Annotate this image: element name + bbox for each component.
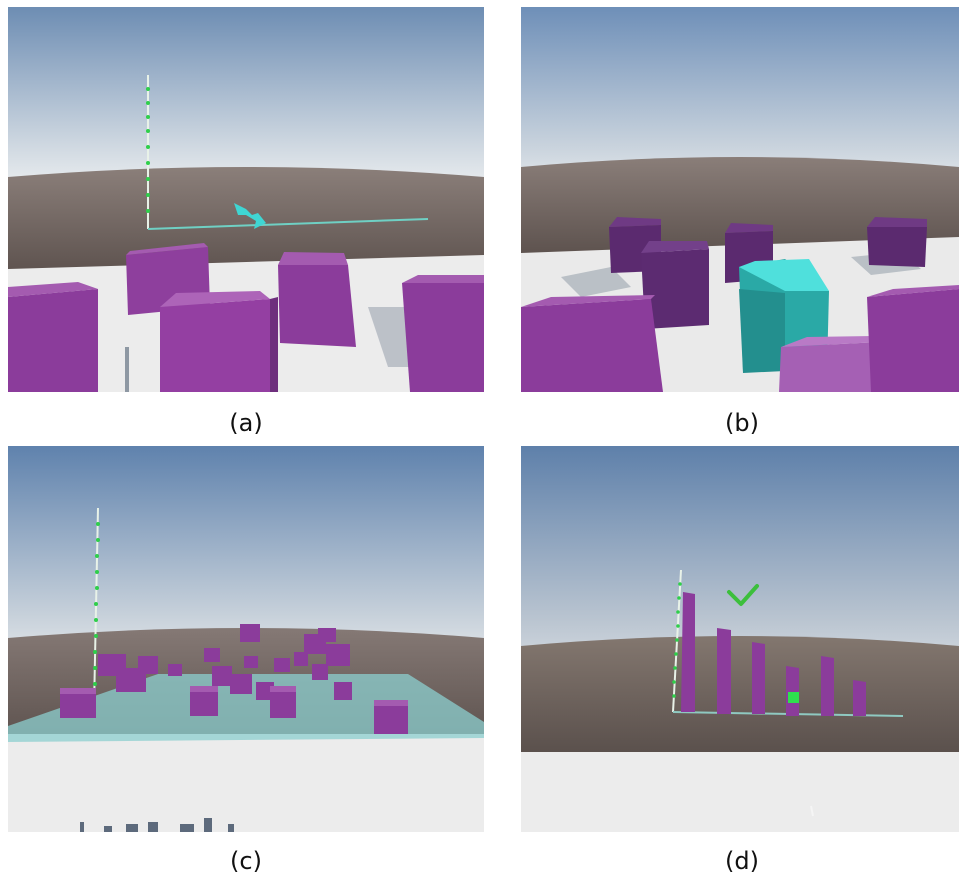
x-axis-line — [147, 218, 429, 230]
panel-c-image — [8, 446, 484, 832]
cube-back-right — [867, 217, 927, 267]
axis-dots-d — [672, 582, 682, 698]
floor-shadows — [80, 818, 234, 832]
panel-d-image — [521, 446, 959, 832]
checkmark-icon — [727, 584, 759, 606]
cyan-arrow-icon — [234, 203, 266, 229]
cube-front-middle — [160, 291, 278, 392]
axis-dots-c — [93, 522, 100, 686]
caption-d: (d) — [725, 847, 759, 875]
cube-right-middle — [278, 252, 356, 347]
axis-dots — [146, 87, 150, 213]
bar-chart-bars — [681, 592, 866, 716]
scattered-cubes — [60, 624, 408, 734]
panel-a-image — [8, 7, 484, 392]
panel-b-image — [521, 7, 959, 392]
caption-b: (b) — [725, 409, 759, 437]
caption-a: (a) — [229, 409, 263, 437]
cube-right-edge-b — [867, 285, 959, 392]
cube-right-edge — [402, 275, 484, 392]
highlight-square-icon — [788, 692, 799, 703]
cube-left-edge — [8, 282, 98, 392]
cube-front-left — [521, 295, 663, 392]
caption-c: (c) — [230, 847, 262, 875]
cube-middle-left — [641, 241, 709, 329]
